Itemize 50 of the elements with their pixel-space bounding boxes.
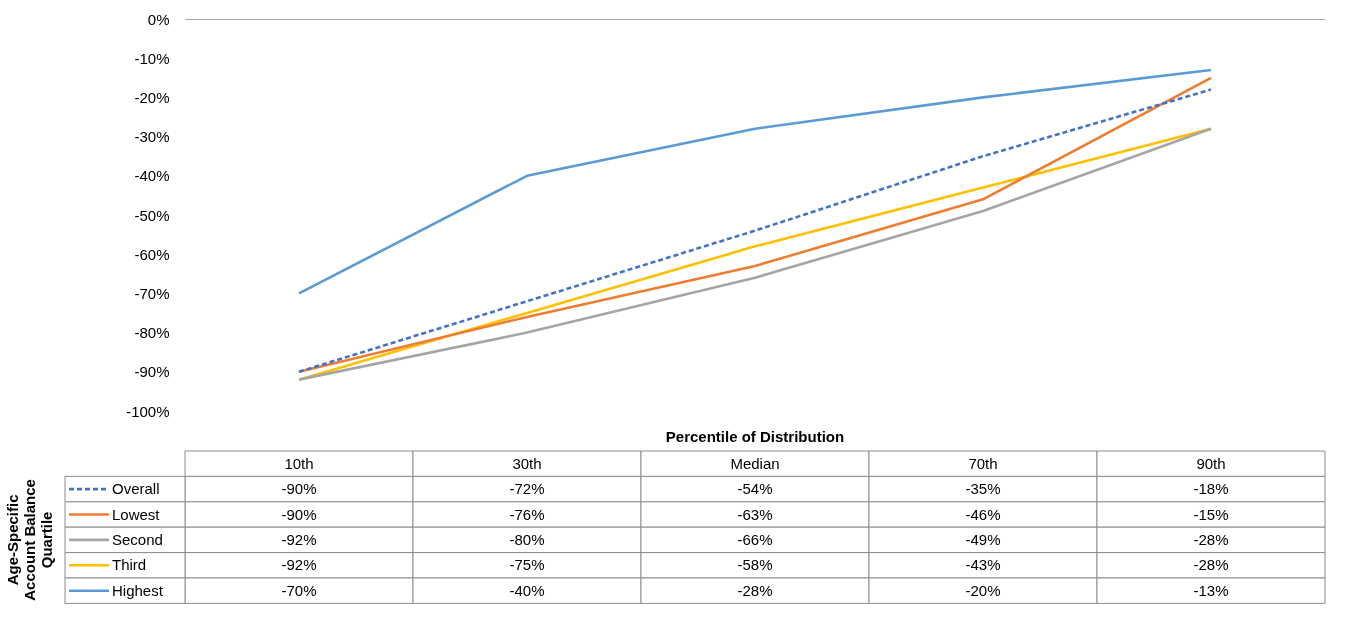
data-label: -28% xyxy=(1193,530,1229,548)
data-label: -76% xyxy=(509,505,545,523)
line-series xyxy=(297,68,1213,295)
data-label: -70% xyxy=(281,581,317,599)
legend-label: Second xyxy=(112,530,163,548)
data-label: -13% xyxy=(1193,581,1229,599)
data-label: -58% xyxy=(737,556,773,574)
data-label: -43% xyxy=(965,556,1001,574)
data-label: -90% xyxy=(281,505,317,523)
y-tick-label: -50% xyxy=(134,206,170,224)
data-label: -28% xyxy=(737,581,773,599)
x-tick-label: 70th xyxy=(968,454,998,472)
data-label: -92% xyxy=(281,556,317,574)
data-label: -49% xyxy=(965,530,1001,548)
y-tick-label: -10% xyxy=(134,49,170,67)
data-label: -35% xyxy=(965,480,1001,498)
data-label: -54% xyxy=(737,480,773,498)
y-tick-label: -100% xyxy=(126,402,170,420)
x-tick-label: 30th xyxy=(512,454,542,472)
legend-label: Overall xyxy=(112,480,160,498)
y-tick-label: -20% xyxy=(134,88,170,106)
y-tick-label: -40% xyxy=(134,167,170,185)
legend-label: Lowest xyxy=(112,505,161,523)
legend-title: Age-Specific Account Balance Quartile xyxy=(4,479,55,601)
x-tick-label: Median xyxy=(730,454,780,472)
y-tick-label: -30% xyxy=(134,128,170,146)
data-label: -66% xyxy=(737,530,773,548)
x-axis-title: Percentile of Distribution xyxy=(665,427,845,445)
data-label: -20% xyxy=(965,581,1001,599)
line-series xyxy=(297,127,1213,381)
data-label: -92% xyxy=(281,530,317,548)
y-tick-label: -80% xyxy=(134,324,170,342)
data-label: -72% xyxy=(509,480,545,498)
data-label: -80% xyxy=(509,530,545,548)
data-label: -15% xyxy=(1193,505,1229,523)
data-label: -90% xyxy=(281,480,317,498)
data-label: -18% xyxy=(1193,480,1229,498)
y-tick-label: 0% xyxy=(147,10,170,28)
legend-label: Highest xyxy=(112,581,164,599)
y-tick-label: -60% xyxy=(134,245,170,263)
data-label: -28% xyxy=(1193,556,1229,574)
y-tick-label: -70% xyxy=(134,284,170,302)
x-tick-label: 10th xyxy=(284,454,314,472)
data-label: -46% xyxy=(965,505,1001,523)
data-label: -40% xyxy=(509,581,545,599)
data-label: -63% xyxy=(737,505,773,523)
y-tick-label: -90% xyxy=(134,363,170,381)
data-label: -75% xyxy=(509,556,545,574)
x-tick-label: 90th xyxy=(1196,454,1226,472)
legend-label: Third xyxy=(112,556,147,574)
